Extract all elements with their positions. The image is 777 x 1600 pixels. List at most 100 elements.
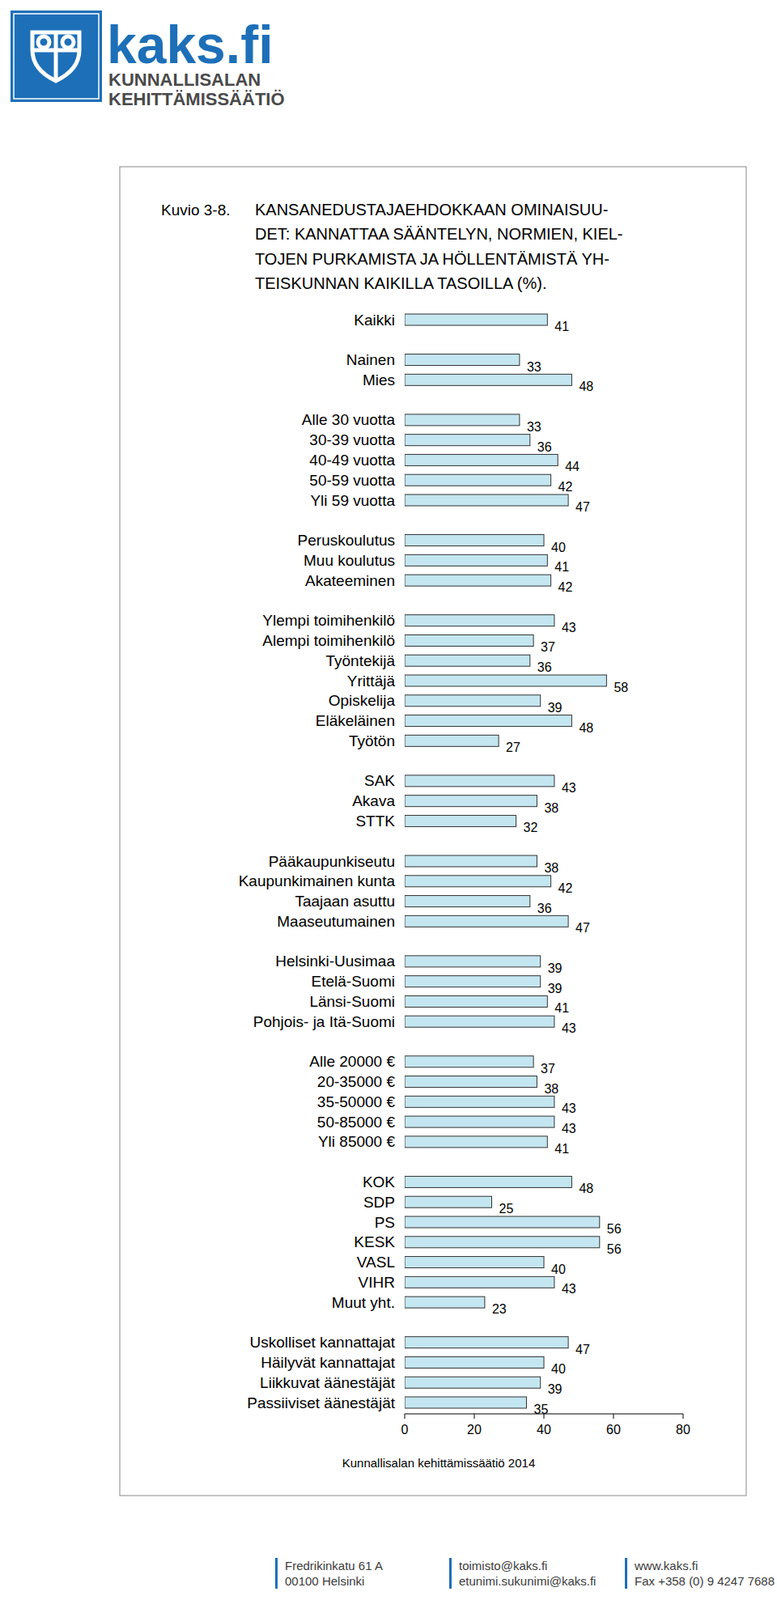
category-label: Muu koulutus <box>303 551 395 569</box>
data-label: 43 <box>561 781 577 795</box>
category-label: 40-49 vuotta <box>309 451 395 469</box>
data-label: 40 <box>551 540 566 555</box>
bar <box>404 494 569 506</box>
logo-ring <box>38 36 50 48</box>
data-label: 37 <box>540 640 556 654</box>
footer-divider <box>624 1558 628 1589</box>
x-axis: 020406080 <box>401 1413 691 1437</box>
bar <box>404 1376 541 1389</box>
data-label: 43 <box>561 1121 577 1136</box>
bar <box>404 454 558 466</box>
logo-shield <box>32 32 80 81</box>
bar <box>404 1356 544 1368</box>
data-label: 42 <box>558 881 574 896</box>
logo-border <box>13 13 99 99</box>
bar <box>404 1256 544 1269</box>
footer-text: 00100 Helsinki <box>284 1574 365 1588</box>
bar <box>404 1056 534 1068</box>
data-label: 48 <box>578 379 594 394</box>
category-label: PS <box>374 1214 395 1232</box>
logo-square <box>10 10 102 102</box>
data-label: 41 <box>554 560 569 574</box>
tick <box>474 1413 476 1419</box>
data-label: 43 <box>561 1101 577 1116</box>
category-label: Mies <box>362 371 395 389</box>
category-label: Akateeminen <box>305 572 395 590</box>
title: KANSANEDUSTAJAEHDOKKAAN OMINAISUU- <box>254 200 608 219</box>
data-label: 42 <box>558 580 574 595</box>
figure-frame <box>119 166 747 1496</box>
bar <box>404 615 555 627</box>
logo-cross <box>32 32 80 81</box>
bar <box>404 1076 537 1088</box>
bar <box>404 1216 600 1228</box>
category-label: KESK <box>353 1233 395 1251</box>
category-label: Yrittäjä <box>347 672 396 690</box>
bar <box>404 715 572 727</box>
data-label: 33 <box>526 360 542 374</box>
category-label: Alle 30 vuotta <box>301 411 396 429</box>
category-label: Liikkuvat äänestäjät <box>259 1374 396 1392</box>
data-label: 36 <box>537 660 552 675</box>
category-label: VASL <box>356 1253 395 1271</box>
category-label: VIHR <box>358 1273 395 1291</box>
tick <box>543 1413 545 1419</box>
data-label: 41 <box>554 1001 569 1015</box>
tick-label: 80 <box>675 1422 691 1437</box>
bar <box>404 1196 493 1208</box>
logo <box>10 10 102 102</box>
category-label: Akava <box>352 792 395 810</box>
category-label: Etelä-Suomi <box>311 972 396 990</box>
data-label: 43 <box>561 1282 577 1296</box>
bar <box>404 1095 555 1108</box>
tick <box>404 1413 406 1419</box>
bar <box>404 574 552 586</box>
bar <box>404 955 541 968</box>
bar <box>404 554 548 566</box>
logo-ring <box>62 36 74 48</box>
bar <box>404 915 569 927</box>
category-label: Passiiviset äänestäjät <box>246 1394 395 1412</box>
source: Kunnallisalan kehittämissäätiö 2014 <box>342 1456 535 1470</box>
data-label: 25 <box>499 1201 514 1216</box>
category-label: Helsinki-Uusimaa <box>275 952 395 970</box>
bar <box>404 1276 555 1288</box>
data-label: 38 <box>543 861 559 875</box>
category-label: Kaikki <box>353 311 395 329</box>
data-label: 41 <box>554 1142 569 1156</box>
category-label: Ylempi toimihenkilö <box>262 611 395 629</box>
title: TOJEN PURKAMISTA JA HÖLLENTÄMISTÄ YH- <box>254 250 610 268</box>
data-label: 58 <box>613 680 629 695</box>
bar <box>404 995 548 1007</box>
category-label: Muut yht. <box>331 1294 395 1312</box>
data-label: 56 <box>607 1242 622 1257</box>
data-label: 41 <box>554 319 569 334</box>
bar <box>404 1136 548 1148</box>
data-label: 42 <box>558 479 574 494</box>
category-label: Eläkeläinen <box>315 712 395 730</box>
bar <box>404 775 555 787</box>
category-label: Alempi toimihenkilö <box>262 632 395 650</box>
data-label: 48 <box>578 721 594 735</box>
category-label: SDP <box>363 1193 395 1211</box>
data-label: 23 <box>492 1302 507 1317</box>
data-label: 47 <box>575 921 591 935</box>
category-label: SAK <box>364 772 395 790</box>
data-label: 37 <box>540 1061 556 1076</box>
tick-label: 60 <box>606 1422 621 1437</box>
tick-label: 20 <box>467 1422 482 1437</box>
data-label: 39 <box>547 981 563 996</box>
category-label: KOK <box>362 1173 395 1191</box>
category-label: Nainen <box>346 351 395 369</box>
bar <box>404 795 537 807</box>
bar <box>404 434 531 446</box>
data-label: 40 <box>551 1262 566 1277</box>
footer-divider <box>449 1558 452 1589</box>
data-label: 27 <box>505 740 521 755</box>
bar <box>404 1396 527 1409</box>
category-label: Maaseutumainen <box>276 912 395 930</box>
bar <box>404 675 607 687</box>
category-label: Kaupunkimainen kunta <box>238 872 396 890</box>
bar <box>404 855 537 867</box>
bar <box>404 314 548 326</box>
